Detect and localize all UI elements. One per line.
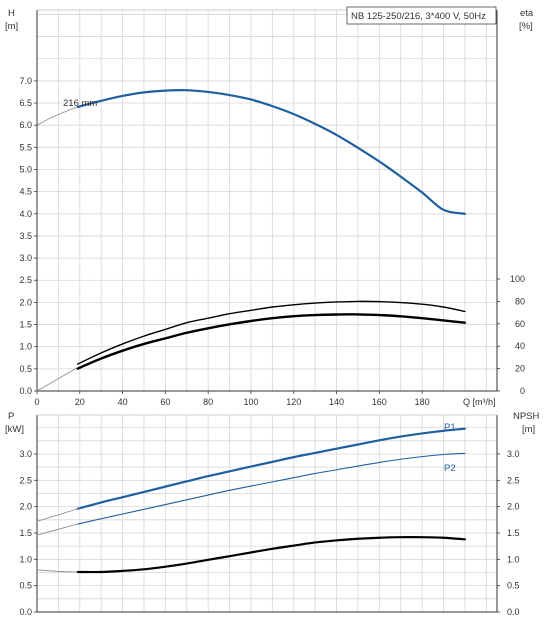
- top-left-tick-label: 6.0: [19, 120, 32, 130]
- x-tick-label: 0: [34, 397, 39, 407]
- x-tick-label: 180: [415, 397, 430, 407]
- top-right-tick-label: 60: [515, 319, 525, 329]
- top-left-tick-label: 7.0: [19, 76, 32, 86]
- top-left-tick-label: 3.5: [19, 231, 32, 241]
- bottom-left-axis-label-2: [kW]: [5, 424, 24, 435]
- bottom-plot-grid: [37, 415, 497, 612]
- top-left-axis-label-2: [m]: [5, 21, 18, 32]
- top-series-line-3: [76, 313, 467, 370]
- bottom-left-tick-label: 2.0: [19, 502, 32, 512]
- bottom-left-tick-label: 1.0: [19, 554, 32, 564]
- x-tick-label: 20: [75, 397, 85, 407]
- bottom-series-line-3: [36, 523, 79, 536]
- top-left-tick-label: 2.0: [19, 297, 32, 307]
- x-tick-label: 80: [203, 397, 213, 407]
- top-left-tick-label: 1.0: [19, 342, 32, 352]
- bottom-right-tick-label: 0.5: [507, 581, 520, 591]
- top-series-line-0: [76, 89, 467, 215]
- bottom-right-axis-label-1: NPSH: [513, 411, 540, 422]
- top-left-tick-label: 1.5: [19, 320, 32, 330]
- bottom-series-line-p2: [77, 452, 466, 525]
- top-left-tick-label: 2.5: [19, 275, 32, 285]
- bottom-right-tick-label: 3.0: [507, 449, 520, 459]
- tick-labels: 0.0 0.5 1.0 1.5 2.0 2.5 3.0 3.5 4.0 4.5 5.0 5.5 6.0 6…: [19, 76, 525, 617]
- bottom-left-tick-label: 0.0: [19, 607, 32, 617]
- x-tick-label: 60: [160, 397, 170, 407]
- top-left-tick-label: 0.5: [19, 364, 32, 374]
- x-tick-label: 100: [243, 397, 258, 407]
- bottom-left-tick-label: 1.5: [19, 528, 32, 538]
- top-left-tick-label: 5.5: [19, 142, 32, 152]
- top-plot-grid: [37, 10, 497, 391]
- series-label-p2: P2: [444, 463, 456, 474]
- x-tick-label: 160: [372, 397, 387, 407]
- bottom-right-tick-label: 1.5: [507, 528, 520, 538]
- top-left-tick-label: 4.5: [19, 187, 32, 197]
- top-right-axis-label-1: eta: [520, 8, 534, 19]
- top-right-tick-label: 80: [515, 296, 525, 306]
- bottom-plot-curves: [36, 427, 467, 574]
- top-left-tick-label: 3.0: [19, 253, 32, 263]
- top-series-line-1: [36, 106, 79, 126]
- top-left-tick-label: 0.0: [19, 386, 32, 396]
- bottom-series-line-4: [76, 536, 467, 574]
- x-tick-label: 40: [118, 397, 128, 407]
- top-left-axis-label-1: H: [8, 8, 15, 19]
- bottom-right-axis-label-2: [m]: [522, 424, 535, 435]
- series-label-p1: P1: [444, 422, 456, 433]
- curve-annotation: 216 mm: [63, 98, 97, 109]
- bottom-left-tick-label: 0.5: [19, 581, 32, 591]
- bottom-left-tick-label: 3.0: [19, 449, 32, 459]
- bottom-series-line-p1: [76, 427, 467, 510]
- top-right-tick-label: 100: [510, 274, 525, 284]
- bottom-right-tick-label: 2.5: [507, 475, 520, 485]
- x-axis-label: Q [m³/h]: [463, 397, 496, 407]
- top-right-tick-label: 40: [515, 341, 525, 351]
- bottom-left-axis-label-1: P: [8, 411, 14, 422]
- title-box: [346, 6, 497, 25]
- top-right-tick-label: 20: [515, 364, 525, 374]
- top-right-tick-label: 0: [520, 386, 525, 396]
- top-right-axis-label-2: [%]: [519, 21, 533, 32]
- x-tick-label: 120: [286, 397, 301, 407]
- bottom-right-tick-label: 0.0: [507, 607, 520, 617]
- top-left-tick-label: 5.0: [19, 164, 32, 174]
- top-left-tick-label: 6.5: [19, 98, 32, 108]
- bottom-right-tick-label: 1.0: [507, 554, 520, 564]
- top-series-line-4: [36, 367, 79, 392]
- title-box-text: NB 125-250/216, 3*400 V, 50Hz: [351, 11, 486, 22]
- bottom-right-tick-label: 2.0: [507, 502, 520, 512]
- top-left-tick-label: 4.0: [19, 209, 32, 219]
- bottom-left-tick-label: 2.5: [19, 475, 32, 485]
- top-series-line-2: [76, 300, 466, 365]
- bottom-series-line-5: [36, 569, 79, 573]
- bottom-series-line-2: [36, 508, 79, 522]
- x-tick-label: 140: [329, 397, 344, 407]
- top-plot-curves: [36, 89, 467, 392]
